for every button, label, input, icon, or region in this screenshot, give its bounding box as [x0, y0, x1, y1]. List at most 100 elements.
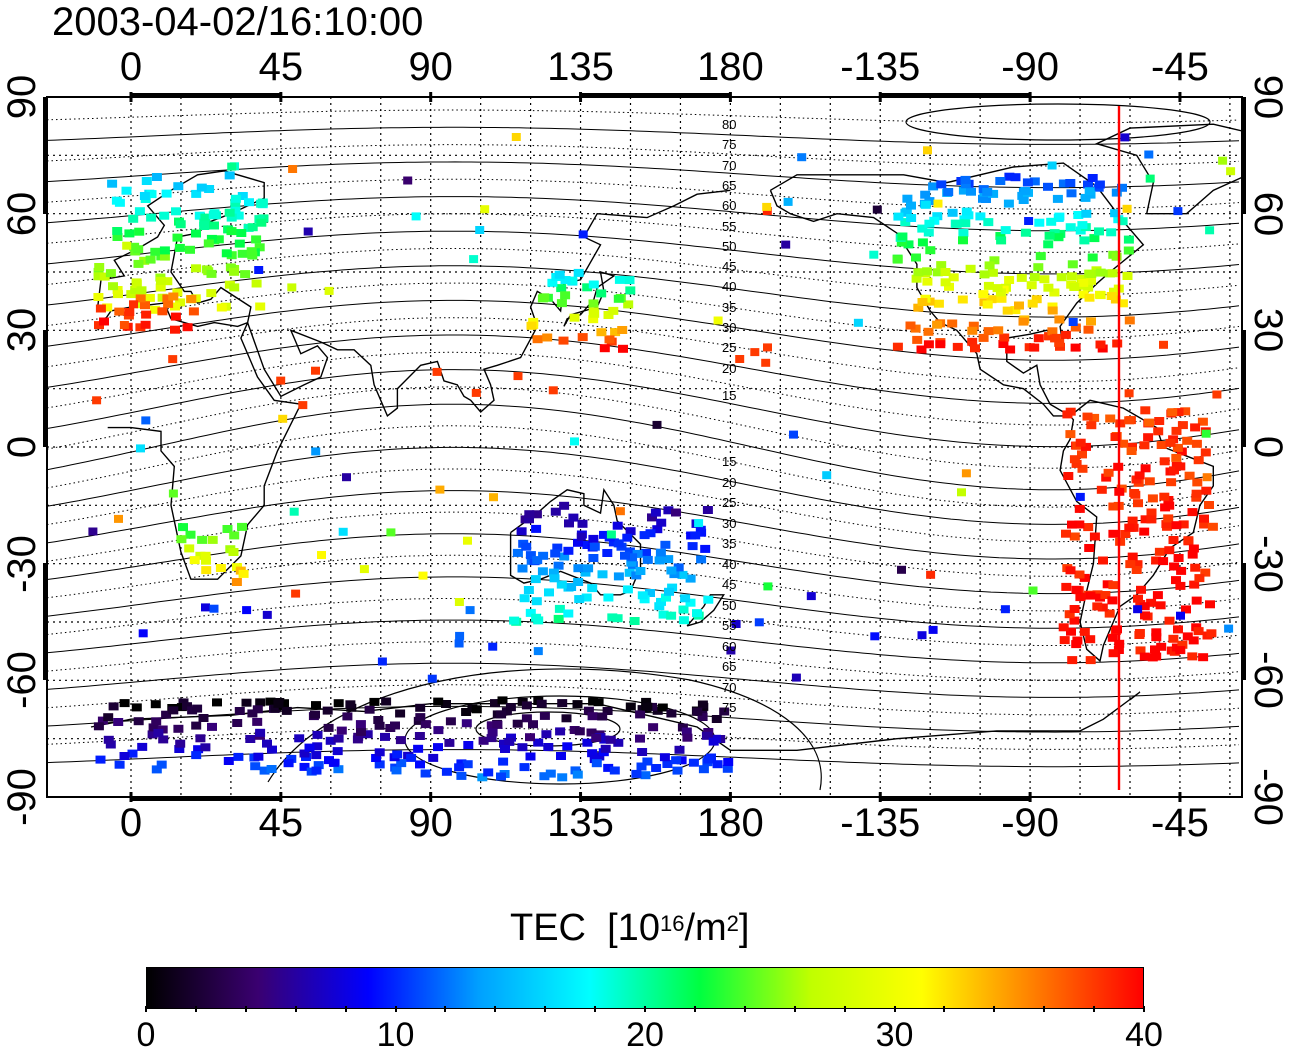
tec-cell: [932, 268, 943, 277]
tec-cell: [156, 276, 166, 285]
tec-cell: [967, 337, 978, 346]
tec-cell: [1077, 221, 1088, 230]
tec-cell: [99, 272, 110, 281]
tec-cell: [1205, 226, 1215, 235]
tec-cell: [1085, 591, 1096, 600]
colorbar-tick-mark: [145, 1006, 147, 1012]
lon-tick-label-top: 180: [697, 45, 764, 89]
tec-cell: [377, 657, 387, 666]
tec-cell: [581, 593, 592, 602]
tec-cell: [496, 710, 507, 719]
tec-cell: [1175, 646, 1186, 655]
tec-cell: [1082, 412, 1093, 421]
tec-cell: [1044, 231, 1055, 240]
tec-cell: [978, 333, 989, 342]
tec-cell: [554, 270, 565, 279]
tec-cell: [1075, 492, 1085, 501]
tec-cell: [1054, 338, 1065, 347]
tec-cell: [146, 213, 157, 222]
tec-cell: [93, 272, 104, 281]
frame-bar-left: [43, 97, 48, 214]
tec-cell: [663, 555, 674, 564]
tec-cell: [415, 703, 426, 712]
tec-cell: [911, 274, 922, 283]
tec-cell: [671, 508, 681, 517]
tec-cell: [681, 727, 692, 736]
contour-label: 55: [722, 618, 737, 633]
tec-cell: [996, 236, 1007, 245]
tec-cell: [1047, 327, 1058, 336]
tec-cell: [731, 620, 741, 628]
tec-cell: [588, 315, 599, 324]
tec-cell: [1083, 180, 1093, 189]
tec-cell: [791, 673, 801, 682]
tec-cell: [516, 527, 527, 536]
tec-cell: [415, 760, 425, 769]
contour-line: [47, 533, 1240, 595]
tec-cell: [620, 551, 630, 560]
tec-cell: [672, 766, 683, 775]
tec-cell: [228, 548, 239, 556]
tec-cell: [251, 235, 262, 244]
tec-cell: [589, 755, 600, 764]
tec-cell: [906, 201, 916, 210]
tec-cell: [1144, 418, 1155, 427]
tec-cell: [323, 723, 334, 732]
tec-cell: [906, 214, 917, 222]
tec-cell: [587, 712, 598, 721]
tec-cell: [989, 256, 1000, 265]
tec-cell: [712, 760, 723, 769]
tec-cell: [159, 252, 170, 261]
tec-cell: [654, 556, 665, 565]
tec-cell: [640, 771, 651, 780]
contour-label: 40: [722, 279, 737, 295]
tec-cell: [943, 188, 954, 196]
colorbar-tick-label: 40: [1125, 1016, 1163, 1054]
tec-cell: [1084, 293, 1095, 302]
tec-cell: [105, 269, 116, 278]
tec-cell: [695, 525, 706, 534]
tec-cell: [553, 614, 564, 623]
tec-cell: [982, 300, 993, 309]
tec-cell: [195, 734, 206, 743]
tec-cell: [333, 699, 344, 708]
tec-cell: [647, 513, 657, 522]
tec-cell: [1097, 603, 1108, 612]
tec-cell: [342, 712, 353, 721]
tec-cell: [136, 444, 145, 453]
tec-cell: [131, 703, 142, 712]
tec-cell: [589, 542, 600, 551]
tec-cell: [556, 580, 567, 589]
tec-cell: [1139, 652, 1150, 661]
tec-cell: [970, 344, 980, 353]
tec-cell: [572, 770, 583, 779]
tec-cell: [928, 182, 939, 191]
tec-cell: [632, 549, 643, 558]
contour-label: 30: [722, 515, 737, 531]
tec-cell: [1198, 653, 1209, 662]
tec-cell: [521, 701, 532, 710]
tec-cell: [413, 744, 424, 753]
tec-cell: [1143, 433, 1154, 442]
tec-cell: [1071, 459, 1082, 468]
tec-cell: [454, 639, 464, 648]
tec-cell: [531, 613, 542, 622]
tec-cell: [1018, 317, 1029, 326]
tec-cell: [676, 756, 687, 765]
tec-cell: [613, 294, 624, 303]
tec-cell: [200, 743, 211, 752]
tec-cell: [1224, 624, 1234, 633]
tec-cell: [333, 734, 344, 743]
tec-cell: [158, 735, 169, 744]
tec-cell: [652, 525, 663, 534]
tec-cell: [1014, 301, 1024, 310]
tec-cell: [603, 593, 614, 602]
tec-cell: [161, 710, 172, 719]
tec-cell: [569, 313, 580, 322]
tec-cell: [234, 239, 245, 248]
tec-cell: [1201, 429, 1211, 438]
tec-cell: [979, 270, 990, 279]
tec-cell: [557, 699, 568, 708]
tec-cell: [1085, 635, 1096, 644]
tec-cell: [556, 752, 566, 760]
